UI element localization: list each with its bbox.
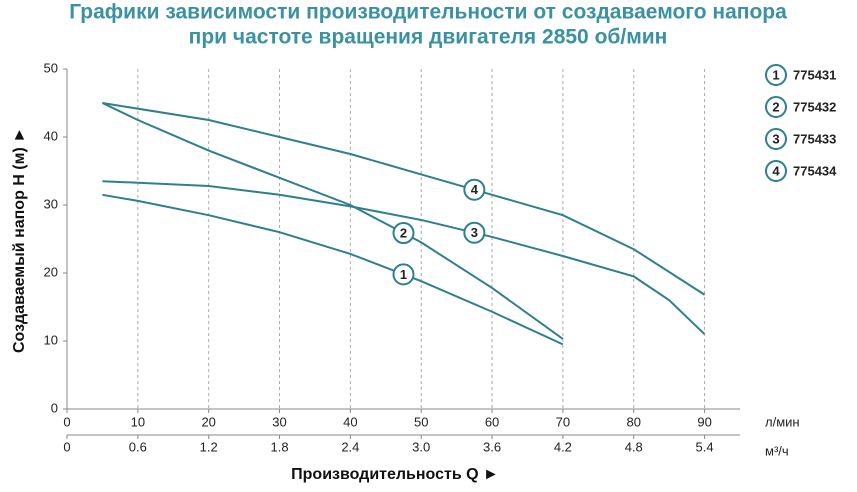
x-unit: л/мин <box>765 414 800 429</box>
legend-label: 775434 <box>793 163 837 178</box>
x-tick-label: 60 <box>485 414 499 429</box>
curve-marker-label: 3 <box>471 225 478 240</box>
x2-tick-label: 2.4 <box>341 439 359 454</box>
chart-title: при частоте вращения двигателя 2850 об/м… <box>189 26 668 49</box>
legend-label: 775432 <box>793 99 836 114</box>
legend-marker-label: 2 <box>772 99 779 114</box>
legend-marker <box>765 160 787 182</box>
curve-marker-label: 4 <box>471 182 479 197</box>
x-tick-label: 0 <box>63 414 70 429</box>
x2-tick-label: 3.6 <box>483 439 501 454</box>
series-line <box>101 102 564 340</box>
x-tick-label: 40 <box>343 414 357 429</box>
curve-marker <box>463 221 486 244</box>
x2-unit: м³/ч <box>765 443 789 458</box>
series-line <box>102 102 706 296</box>
x-tick-label: 50 <box>414 414 428 429</box>
curve-marker <box>392 263 415 286</box>
curve-marker <box>392 222 415 245</box>
legend-marker <box>765 128 787 150</box>
series-line <box>102 180 706 335</box>
curve-marker-label: 2 <box>400 225 407 240</box>
x-tick-label: 90 <box>697 414 711 429</box>
x2-tick-label: 1.8 <box>270 439 288 454</box>
y-axis-title: Создаваемый напор H (м) ► <box>11 127 28 353</box>
legend-marker <box>765 64 787 86</box>
legend-marker-label: 4 <box>772 163 780 178</box>
x2-tick-label: 0 <box>63 439 70 454</box>
x2-tick-label: 4.2 <box>554 439 572 454</box>
x2-tick-label: 3.0 <box>412 439 430 454</box>
y-tick-label: 40 <box>44 128 58 143</box>
y-tick-label: 0 <box>51 400 58 415</box>
legend-marker-label: 3 <box>772 131 779 146</box>
y-tick-label: 10 <box>44 332 58 347</box>
x-tick-label: 10 <box>131 414 145 429</box>
legend-label: 775431 <box>793 67 836 82</box>
legend-label: 775433 <box>793 131 836 146</box>
x-tick-label: 70 <box>556 414 570 429</box>
x2-tick-label: 1.2 <box>200 439 218 454</box>
legend-marker <box>765 96 787 118</box>
x2-tick-label: 5.4 <box>696 439 714 454</box>
x-axis-title: Производительность Q ► <box>291 466 499 483</box>
y-tick-label: 20 <box>44 264 58 279</box>
x-tick-label: 80 <box>627 414 641 429</box>
legend-marker-label: 1 <box>772 67 779 82</box>
y-tick-label: 30 <box>44 196 58 211</box>
x-tick-label: 30 <box>272 414 286 429</box>
x2-tick-label: 0.6 <box>129 439 147 454</box>
x2-tick-label: 4.8 <box>625 439 643 454</box>
series-line <box>102 193 564 346</box>
curve-marker-label: 1 <box>400 267 407 282</box>
curve-marker <box>463 178 486 201</box>
chart-title: Графики зависимости производительности о… <box>69 1 787 24</box>
y-tick-label: 50 <box>44 60 58 75</box>
x-tick-label: 20 <box>201 414 215 429</box>
